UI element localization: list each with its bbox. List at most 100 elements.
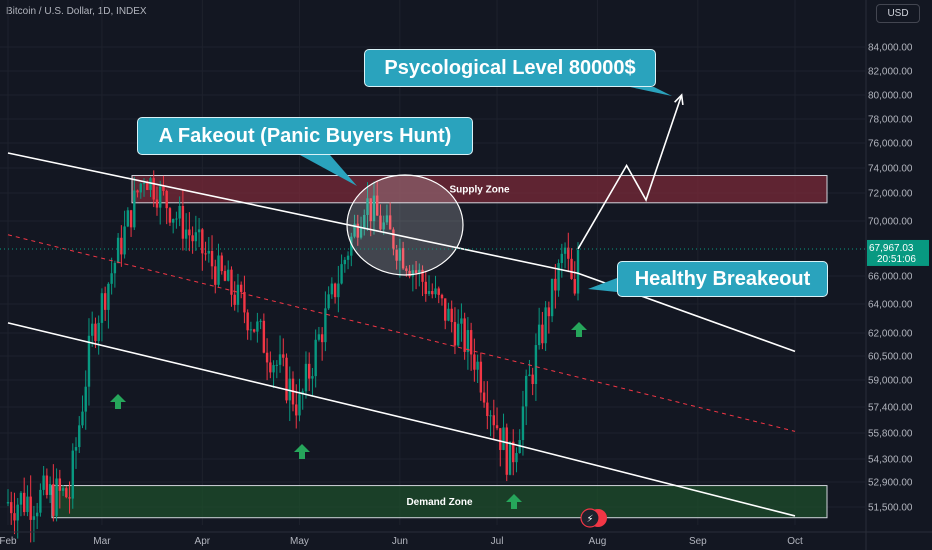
candle [372,181,376,235]
candle [576,242,580,301]
candle [16,498,19,539]
candle [61,484,65,497]
candle [22,477,26,516]
candle [233,281,236,311]
candle [35,502,39,530]
demand-zone-label: Demand Zone [406,497,473,508]
candle [171,218,175,234]
candle [68,481,71,514]
x-tick-label: Aug [589,536,607,547]
y-tick-label: 54,300.00 [868,455,913,466]
candle [236,273,240,313]
candle [453,307,457,355]
candle [505,423,508,482]
candle [570,248,573,280]
candle [350,232,353,267]
candle [304,351,308,399]
candle [78,416,81,454]
y-tick-label: 70,000.00 [868,217,913,228]
x-tick-label: May [290,536,309,547]
candle [537,307,541,350]
candle [515,447,518,473]
candle [87,318,91,406]
candle [197,217,201,248]
candle [379,204,382,231]
candle [149,176,152,198]
bolt-flag-icon[interactable]: ⚡ [580,508,607,528]
up-arrow-icon [571,322,587,337]
fakeout-ellipse [346,174,464,276]
candle [120,225,123,267]
candle [531,367,534,396]
candle [201,228,204,271]
candle [100,288,104,342]
candle [398,238,402,278]
candle [440,293,444,306]
candle [307,352,311,391]
candle [560,243,564,278]
candle [450,300,453,333]
candle [110,257,113,295]
fakeout-callout-pointer [300,155,357,186]
candle [521,390,525,456]
candle [460,303,463,342]
candle [45,468,49,499]
candle [567,232,570,273]
candle [178,196,181,227]
bar-countdown: 20:51:06 [877,254,916,265]
candle [418,263,421,287]
candle [495,407,499,431]
candle [97,315,100,355]
candle [311,368,314,397]
candle [184,213,188,251]
y-tick-label: 55,800.00 [868,429,913,440]
y-tick-label: 57,400.00 [868,403,913,414]
candle [320,327,324,361]
candle [401,241,405,270]
zones: Supply Zone Demand Zone [51,175,828,519]
candle [489,410,492,437]
candle [427,275,431,296]
candle [269,351,272,379]
candle [168,206,172,226]
candle [330,277,334,299]
candle [463,312,466,360]
candle [550,278,554,323]
candle [512,429,515,476]
candle [227,260,230,282]
chart-header-title: Bitcoin / U.S. Dollar, 1D, INDEX [6,6,147,17]
up-arrow-icon [294,444,310,459]
candle [456,309,460,348]
candle [191,226,194,254]
y-tick-label: 51,500.00 [868,503,913,514]
candle [392,227,395,256]
candle [282,338,285,367]
candle [508,441,512,476]
candle [557,259,560,297]
candle [194,215,198,251]
candle [6,489,10,507]
candle [259,318,262,330]
candle [343,257,347,273]
candle [444,298,447,330]
candle [356,214,359,246]
y-tick-label: 72,000.00 [868,189,913,200]
candle [434,275,437,298]
currency-button[interactable]: USD [876,4,920,23]
candle [32,505,36,543]
candle [133,176,136,230]
channel-line-lower [7,322,796,517]
candle [91,311,94,347]
y-tick-label: 59,000.00 [868,376,913,387]
y-tick-label: 62,000.00 [868,329,913,340]
candle [159,180,162,225]
candle [252,328,256,333]
candle [492,399,496,439]
candle [317,326,321,342]
candle [113,260,117,288]
candle [116,233,120,264]
candle [65,486,68,499]
candle [414,260,418,290]
